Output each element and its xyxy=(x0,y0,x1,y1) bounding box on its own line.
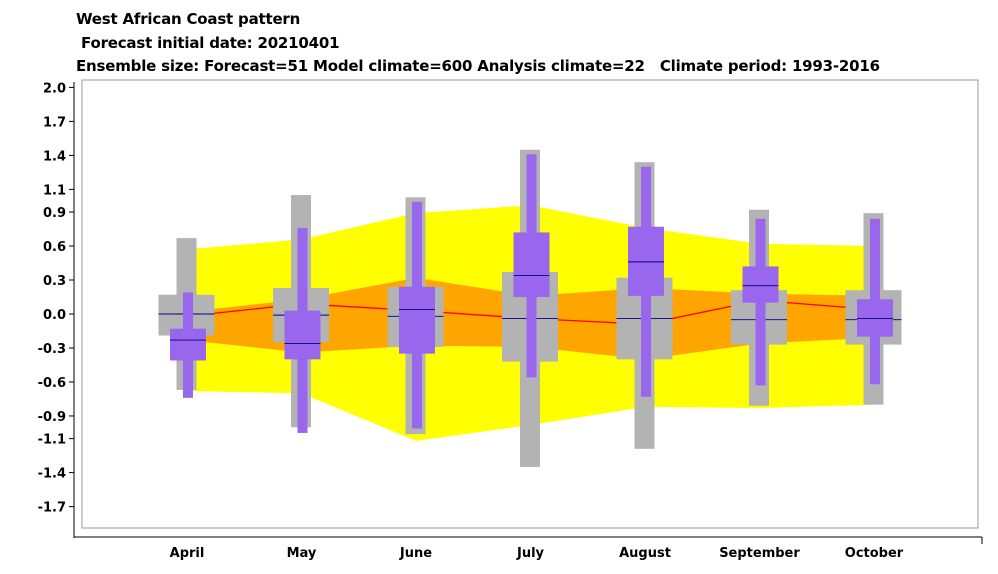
x-tick-label: June xyxy=(399,546,432,561)
y-tick-label: -1.7 xyxy=(38,501,66,516)
ensemble-size-subtitle: Ensemble size: Forecast=51 Model climate… xyxy=(76,57,880,75)
box-marks xyxy=(158,149,902,467)
y-tick-label: 1.1 xyxy=(43,183,66,198)
x-tick-label: October xyxy=(845,546,904,561)
y-tick-label: -1.4 xyxy=(38,467,66,482)
forecast-date-subtitle: Forecast initial date: 20210401 xyxy=(76,34,340,52)
y-tick-label: -0.9 xyxy=(38,410,66,425)
chart-title: West African Coast pattern xyxy=(76,10,301,28)
plot-border xyxy=(81,79,979,529)
forecast-box xyxy=(742,266,779,303)
y-tick-label: -1.1 xyxy=(38,433,66,448)
forecast-box xyxy=(628,226,664,296)
x-tick-label: September xyxy=(719,546,800,561)
forecast-box xyxy=(284,310,321,360)
forecast-box xyxy=(399,286,435,354)
forecast-box xyxy=(857,299,893,337)
y-tick-label: 0.3 xyxy=(43,274,66,289)
forecast-box xyxy=(170,328,206,361)
axes: 2.0 1.7 1.4 1.1 0.9 0.6 0.3 0.0 -0.3 -0.6 -0.9 -1.1… xyxy=(38,81,983,561)
x-tick-label: April xyxy=(170,546,205,561)
y-tick-label: 2.0 xyxy=(43,81,66,96)
y-tick-label: 0.0 xyxy=(43,308,66,323)
plot-frame xyxy=(81,79,979,529)
y-tick-label: -0.6 xyxy=(38,376,66,391)
y-tick-label: -0.3 xyxy=(38,342,66,357)
x-tick-label: August xyxy=(619,546,671,561)
x-tick-label: July xyxy=(516,546,545,561)
forecast-box xyxy=(513,232,550,298)
y-tick-label: 0.9 xyxy=(43,206,66,221)
y-tick-label: 0.6 xyxy=(43,240,66,255)
y-tick-label: 1.4 xyxy=(43,149,66,164)
x-tick-label: May xyxy=(287,546,317,561)
y-tick-label: 1.7 xyxy=(43,115,66,130)
